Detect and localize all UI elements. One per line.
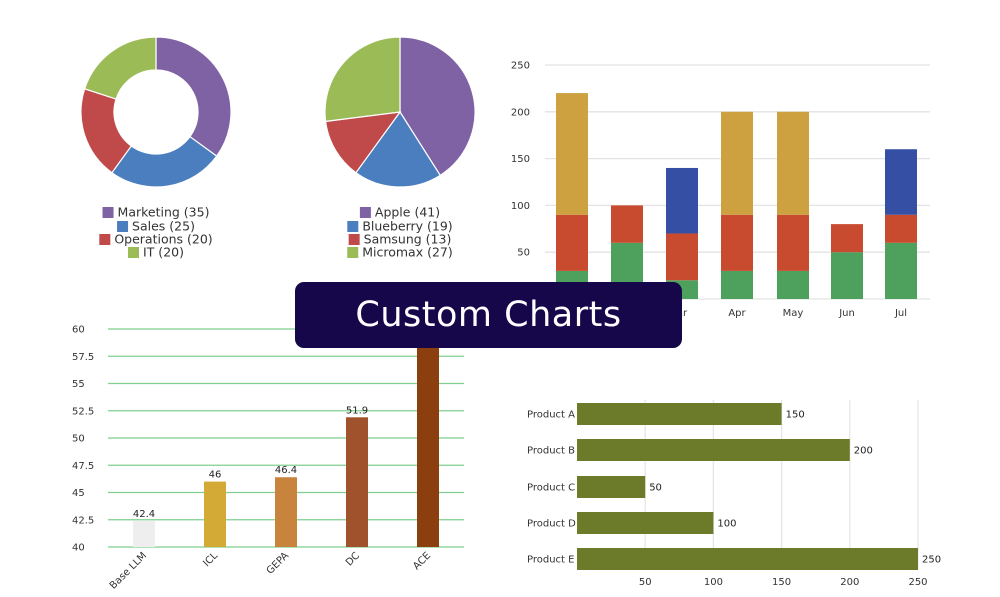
bar-mar-red [666,233,698,281]
value-label: 150 [786,410,805,421]
legend-swatch [128,247,140,258]
donut-chart: Marketing (35)Sales (25)Operations (20)I… [80,36,232,260]
y-tick-label: 50 [517,248,530,259]
legend-swatch [102,207,114,218]
legend-label: Sales (25) [132,219,195,234]
x-tick-label: Apr [728,308,746,319]
y-tick-label: Product D [527,519,576,530]
value-label: 100 [717,519,736,530]
bar-may-yellow [777,111,809,215]
bar-jan-yellow [556,93,588,215]
y-tick-label: 52.5 [72,406,94,417]
slice-micromax [324,36,401,123]
x-tick-label: Jul [894,308,907,319]
value-label: 46 [209,470,222,481]
bar-gepa [275,477,297,547]
legend-label: Samsung (13) [364,232,452,247]
slice-samsung [324,111,402,174]
y-tick-label: 100 [511,201,530,212]
x-tick-label: DC [344,550,362,568]
legend-swatch [347,221,359,232]
bar-product-a [577,403,782,425]
x-tick-label: 150 [772,577,791,588]
banner-title: Custom Charts [355,295,622,335]
bar-jan-red [556,214,588,271]
y-tick-label: 200 [511,107,530,118]
bar-jul-blue [885,149,917,215]
legend-label: IT (20) [143,245,184,260]
x-tick-label: Jun [838,308,855,319]
pie-chart: Apple (41)Blueberry (19)Samsung (13)Micr… [324,36,476,260]
value-label: 250 [922,555,941,566]
slice-blueberry [355,110,442,188]
y-tick-label: Product C [527,483,575,494]
y-tick-label: 50 [72,434,85,445]
legend-swatch [359,207,371,218]
legend-label: Marketing (35) [118,205,210,220]
bar-icl [204,481,226,547]
y-tick-label: 47.5 [72,461,94,472]
x-tick-label: GEPA [265,550,291,576]
legend-label: Operations (20) [114,232,212,247]
value-label: 51.9 [346,405,368,416]
bar-base-llm [133,520,155,547]
y-tick-label: 42.5 [72,515,94,526]
y-tick-label: 55 [72,379,85,390]
x-tick-label: 200 [840,577,859,588]
stacked-bar-chart: 50 100 150 200 250 ar Apr May Jun Jul [511,61,930,319]
x-tick-label: ICL [201,550,220,569]
bar-product-e [577,548,918,570]
vertical-bar-chart: 40 42.5 45 47.5 50 52.5 55 57.5 60 42.4 Base LLM 46… [72,325,464,592]
bar-ace [417,329,439,547]
legend-swatch [117,221,129,232]
y-tick-label: Product A [527,410,575,421]
bar-apr-green [721,270,753,299]
bar-product-d [577,512,714,534]
y-tick-label: 57.5 [72,352,94,363]
bar-apr-red [721,214,753,271]
title-banner: Custom Charts [295,282,682,348]
x-tick-label: Base LLM [108,550,149,591]
bar-apr-yellow [721,111,753,215]
y-tick-label: 250 [511,61,530,72]
bar-product-b [577,439,850,461]
x-tick-label: 250 [908,577,927,588]
bar-jun-red [831,224,863,253]
legend-label: Apple (41) [375,205,440,220]
legend-swatch [347,247,359,258]
legend-swatch [348,234,360,245]
slice-marketing [155,36,232,157]
bar-product-c [577,476,646,498]
y-tick-label: 40 [72,543,85,554]
y-tick-label: Product B [527,446,575,457]
x-tick-label: ACE [411,550,433,572]
bar-may-red [777,214,809,271]
legend-label: Blueberry (19) [362,219,452,234]
y-tick-label: 150 [511,154,530,165]
bar-jul-red [885,214,917,243]
slice-it [83,36,157,100]
x-tick-label: ar [677,308,688,319]
x-tick-label: May [783,308,804,319]
bar-feb-red [611,205,643,243]
value-label: 46.4 [275,465,297,476]
y-tick-label: 45 [72,488,85,499]
x-tick-label: 50 [639,577,652,588]
x-tick-label: 100 [704,577,723,588]
value-label: 50 [649,483,662,494]
value-label: 42.4 [133,509,155,520]
bar-dc [346,417,368,547]
bar-jun-green [831,252,863,299]
legend-label: Micromax (27) [362,245,453,260]
horizontal-bar-chart: 50 100 150 200 250 Product A 150 Product B 200 Pr… [527,400,941,588]
bar-may-green [777,270,809,299]
bar-mar-blue [666,167,698,234]
value-label: 200 [854,446,873,457]
legend-swatch [99,234,111,245]
y-tick-label: 60 [72,325,85,336]
bar-jul-green [885,242,917,299]
y-tick-label: Product E [527,555,574,566]
